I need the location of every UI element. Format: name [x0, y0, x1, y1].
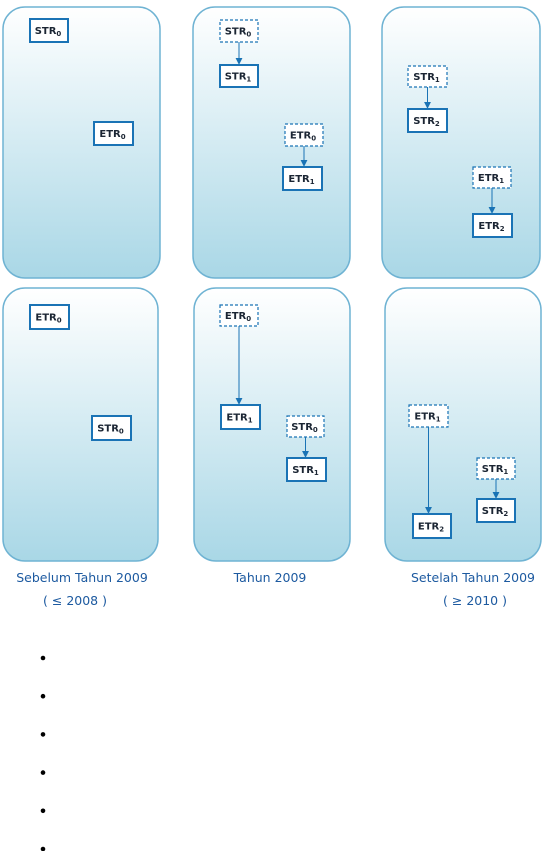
label-box-str0: STR0 [29, 18, 69, 43]
label-text: ETR1 [226, 413, 252, 425]
label-box-etr2: ETR2 [412, 513, 452, 539]
label-text: STR0 [225, 27, 252, 39]
dashed-box-frame [286, 415, 325, 438]
caption-before-line2: ( ≤ 2008 ) [43, 593, 107, 608]
label-text: STR2 [482, 506, 509, 518]
label-box-etr0: ETR0 [29, 304, 70, 330]
label-text: STR1 [292, 465, 319, 477]
label-text: ETR0 [35, 313, 61, 325]
label-box-str0: STR0 [219, 19, 259, 43]
label-text: ETR0 [225, 311, 251, 323]
caption-before-line1: Sebelum Tahun 2009 [16, 570, 148, 585]
caption-group: Sebelum Tahun 2009 ( ≤ 2008 ) Tahun 2009… [16, 570, 535, 608]
label-text: STR0 [291, 422, 318, 434]
solid-box-frame [29, 18, 69, 43]
dashed-box-frame [219, 19, 259, 43]
label-box-etr0: ETR0 [284, 123, 324, 147]
bullet-point [40, 846, 46, 851]
dashed-box-frame [284, 123, 324, 147]
label-box-str0: STR0 [91, 415, 132, 441]
dashed-box-frame [472, 166, 512, 189]
dashed-box-frame [476, 457, 516, 480]
label-box-str2: STR2 [476, 498, 516, 523]
panel-bottom-before [2, 287, 159, 562]
solid-box-frame [219, 64, 259, 88]
panel-bottom-2009 [193, 287, 351, 562]
bullet-point [40, 732, 46, 737]
boxes-layer: STR0 ETR0 STR0 STR1 ETR0 ETR1 STR1 STR2 ETR1 ETR2… [29, 18, 516, 539]
label-box-etr1: ETR1 [220, 404, 261, 430]
caption-after-line1: Setelah Tahun 2009 [411, 570, 535, 585]
label-box-etr0: ETR0 [93, 121, 134, 146]
solid-box-frame [220, 404, 261, 430]
label-box-str1: STR1 [407, 65, 448, 88]
solid-box-frame [93, 121, 134, 146]
label-text: STR0 [97, 424, 124, 436]
bullet-point [40, 808, 46, 814]
solid-box-frame [286, 457, 327, 482]
label-text: STR2 [413, 116, 440, 128]
dashed-box-frame [407, 65, 448, 88]
dashed-box-frame [408, 404, 449, 428]
solid-box-frame [91, 415, 132, 441]
label-text: ETR1 [288, 174, 314, 186]
label-text: ETR1 [414, 412, 440, 424]
label-box-etr1: ETR1 [408, 404, 449, 428]
label-text: STR1 [482, 464, 509, 476]
label-box-str2: STR2 [407, 108, 448, 133]
label-box-str0: STR0 [286, 415, 325, 438]
bullet-list [40, 655, 46, 851]
label-box-str1: STR1 [476, 457, 516, 480]
panel-top-after [381, 6, 541, 279]
label-text: ETR0 [99, 129, 125, 141]
bullet-point [40, 693, 46, 699]
label-box-etr0: ETR0 [219, 304, 259, 327]
solid-box-frame [407, 108, 448, 133]
label-text: STR1 [413, 72, 440, 84]
bullet-point [40, 655, 46, 661]
label-text: ETR1 [478, 173, 504, 185]
solid-box-frame [282, 166, 323, 191]
solid-box-frame [472, 213, 513, 238]
panel-top-before [2, 6, 161, 279]
solid-box-frame [29, 304, 70, 330]
label-text: STR0 [35, 26, 62, 38]
dashed-box-frame [219, 304, 259, 327]
label-text: ETR0 [290, 131, 316, 143]
arrows-layer [235, 42, 500, 514]
label-box-etr2: ETR2 [472, 213, 513, 238]
label-box-str1: STR1 [219, 64, 259, 88]
panels-layer [2, 6, 542, 562]
panel-top-2009 [192, 6, 351, 279]
solid-box-frame [476, 498, 516, 523]
label-text: STR1 [225, 72, 252, 84]
label-box-etr1: ETR1 [282, 166, 323, 191]
label-text: ETR2 [478, 221, 504, 233]
solid-box-frame [412, 513, 452, 539]
bullet-point [40, 770, 46, 775]
caption-after-line2: ( ≥ 2010 ) [443, 593, 507, 608]
caption-2009-line1: Tahun 2009 [233, 570, 307, 585]
panel-bottom-after [384, 287, 542, 562]
label-box-etr1: ETR1 [472, 166, 512, 189]
label-text: ETR2 [418, 522, 444, 534]
label-box-str1: STR1 [286, 457, 327, 482]
